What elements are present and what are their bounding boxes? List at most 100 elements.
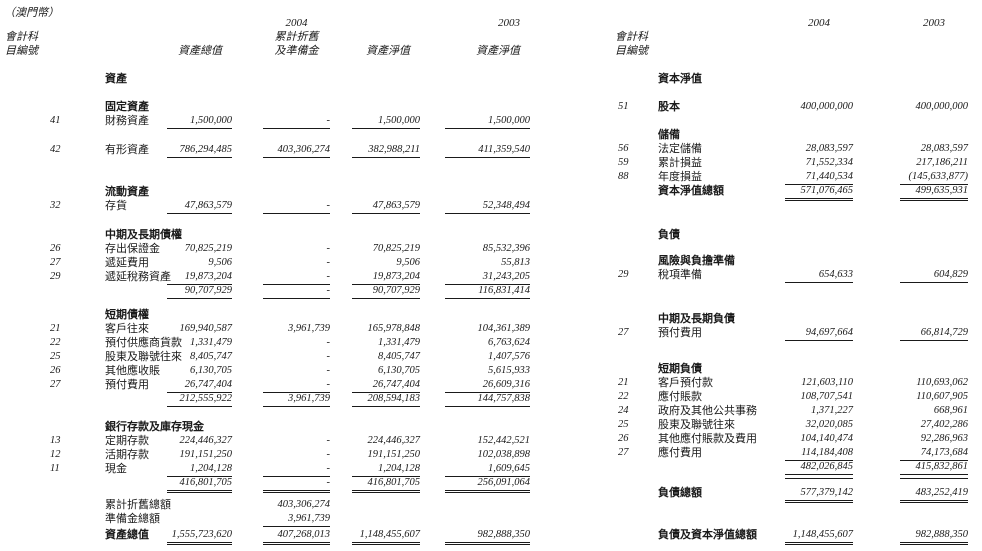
column-gap <box>330 498 352 512</box>
column-gap <box>232 242 263 256</box>
column-gap <box>330 199 352 214</box>
column-gap <box>232 100 263 114</box>
column-gap <box>232 228 263 242</box>
value-cell: 654,633 <box>785 268 853 283</box>
value-cell <box>445 512 530 527</box>
value-cell <box>167 228 232 242</box>
value-cell <box>167 512 232 527</box>
column-gap <box>853 128 900 142</box>
value-cell <box>352 420 420 434</box>
column-gap <box>853 390 900 404</box>
row-label: 財務資產 <box>105 115 149 127</box>
column-gap <box>853 100 900 114</box>
value-cell: 224,446,327 <box>179 435 233 446</box>
value-cell <box>445 308 530 322</box>
value-cell: 382,988,211 <box>352 143 420 158</box>
column-gap <box>330 434 352 448</box>
column-gap <box>330 284 352 299</box>
value-cell <box>352 228 420 242</box>
column-gap <box>420 185 445 199</box>
row-label: 資產 <box>105 73 127 85</box>
row-label: 存貨 <box>105 200 127 212</box>
value-cell <box>263 492 330 493</box>
table-row-item: 24 政府及其他公共事務 1,371,227 668,961 <box>610 404 982 418</box>
value-cell <box>167 498 232 512</box>
value-cell: 110,607,905 <box>916 391 968 402</box>
table-row-item: 22 預付供應商貨款 1,331,479 - 1,331,479 6,763,624 <box>0 336 540 350</box>
row-label <box>105 476 167 491</box>
account-code: 56 <box>618 143 629 154</box>
account-code: 27 <box>618 327 629 338</box>
table-row-item: 56 法定儲備 28,083,597 28,083,597 <box>610 142 982 156</box>
value-cell: 256,091,064 <box>445 476 530 491</box>
account-code <box>0 284 105 299</box>
value-cell: 1,331,479 <box>378 337 420 348</box>
table-row-item: 29 遞延稅務資產 19,873,204-19,873,204 31,243,205 <box>0 270 540 285</box>
value-cell: 6,763,624 <box>488 337 530 348</box>
right-header-acct-line2: 目編號 <box>615 45 648 57</box>
column-gap <box>853 254 900 268</box>
value-cell <box>785 362 853 376</box>
column-gap <box>420 350 445 364</box>
header-row: 會計科 <box>610 30 968 44</box>
table-row-item: 27 預付費用 94,697,664 66,814,729 <box>610 326 982 341</box>
row-label: 客戶預付款 <box>658 377 713 389</box>
value-cell: 74,173,684 <box>900 446 968 461</box>
value-cell: 116,831,414 <box>445 284 530 299</box>
column-gap <box>330 228 352 242</box>
column-gap <box>420 322 445 336</box>
column-gap <box>330 143 352 158</box>
value-cell: 1,407,576 <box>488 351 530 362</box>
value-cell <box>263 185 330 199</box>
left-header-year-2004: 2004 <box>285 17 308 29</box>
value-cell: 70,825,219 <box>372 243 420 254</box>
value-cell <box>167 420 232 434</box>
row-label: 現金 <box>105 463 127 475</box>
column-gap <box>232 308 263 322</box>
left-header-net-2003: 資產淨值 <box>476 45 520 57</box>
table-row-item: 26 其他應收賬 6,130,705 - 6,130,705 5,615,933 <box>0 364 540 378</box>
column-gap <box>330 448 352 462</box>
value-cell: 8,405,747 <box>378 351 420 362</box>
row-label: 固定資產 <box>105 101 149 113</box>
table-row-item: 21 客戶往來 169,940,587 3,961,739 165,978,848 104… <box>0 322 540 336</box>
row-label: 銀行存款及庫存現金 <box>105 421 204 433</box>
value-cell: 104,361,389 <box>477 323 531 334</box>
column-gap <box>232 448 263 462</box>
column-gap <box>420 270 445 285</box>
row-label: 負債 <box>658 229 680 241</box>
account-code: 21 <box>618 377 629 388</box>
column-gap <box>232 392 263 407</box>
row-label <box>658 478 785 479</box>
row-label: 政府及其他公共事務 <box>658 405 757 417</box>
equity-liabilities-table: 資本淨值 51 股本 400,000,000 400,000,000 儲備 56 法定儲備 28… <box>610 66 982 545</box>
column-gap <box>330 270 352 285</box>
column-gap <box>853 156 900 170</box>
column-gap <box>232 336 263 350</box>
account-code: 27 <box>618 447 629 458</box>
column-gap <box>420 420 445 434</box>
column-gap <box>420 256 445 270</box>
account-code: 25 <box>618 419 629 430</box>
value-cell: 1,371,227 <box>811 405 853 416</box>
column-gap <box>330 528 352 543</box>
value-cell: 102,038,898 <box>477 449 531 460</box>
column-gap <box>330 322 352 336</box>
column-gap <box>330 185 352 199</box>
table-row-title: 負債 <box>610 228 982 242</box>
value-cell: - <box>263 199 330 214</box>
header-row: 目編號 <box>610 44 968 58</box>
value-cell: 19,873,204 <box>167 270 232 285</box>
value-cell: 1,500,000 <box>445 114 530 129</box>
value-cell: 668,961 <box>933 405 968 416</box>
row-label: 其他應付賬款及費用 <box>658 433 757 445</box>
row-label: 股東及聯號往來 <box>658 419 735 431</box>
value-cell: - <box>326 337 331 348</box>
column-gap <box>420 242 445 256</box>
row-label <box>105 284 167 299</box>
value-cell: 786,294,485 <box>167 143 232 158</box>
column-gap <box>853 268 900 283</box>
value-cell: - <box>263 378 330 393</box>
table-row-item: 32 存貨 47,863,579 - 47,863,579 52,348,494 <box>0 199 540 214</box>
account-code: 29 <box>618 269 629 280</box>
